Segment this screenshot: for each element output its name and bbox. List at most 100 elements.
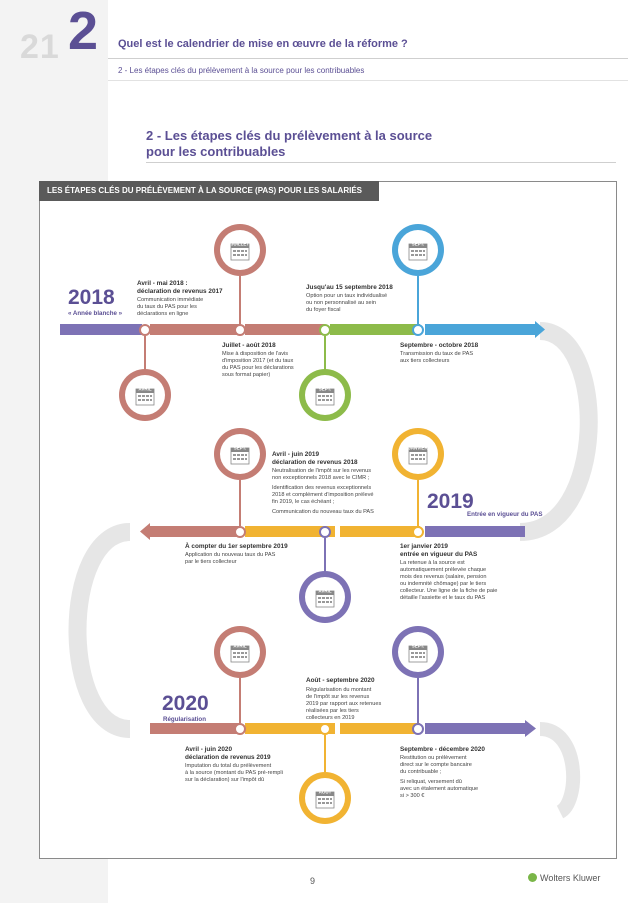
- grey-curve-right-2: [539, 722, 581, 819]
- event-line: ou indemnité chômage) par le tiers: [400, 581, 487, 587]
- bar-2019-purple: [425, 526, 525, 537]
- event-line: d'imposition 2017 (et du taux: [222, 358, 294, 364]
- row-2019: [140, 428, 525, 623]
- event-line: Communication du nouveau taux du PAS: [272, 509, 374, 515]
- event-line: Application du nouveau taux du PAS: [185, 552, 276, 558]
- bar-2020-purple: [425, 723, 525, 734]
- event-avril-mai-2018: Avril - mai 2018 : déclaration de revenu…: [137, 280, 247, 318]
- event-line: collecteur. Une ligne de la fiche de pai…: [400, 588, 498, 594]
- cal-label-avril-2020: AVRIL: [233, 644, 246, 649]
- year-2019-label: Entrée en vigueur du PAS: [467, 511, 543, 518]
- event-line: Imputation du total du prélèvement: [185, 763, 272, 769]
- event-line: collecteurs en 2019: [306, 715, 355, 721]
- event-title-2: entrée en vigueur du PAS: [400, 551, 478, 558]
- section-title-line-1: 2 - Les étapes clés du prélèvement à la …: [146, 128, 433, 143]
- event-line: du contribuable ;: [400, 769, 442, 775]
- pin-avril-2019: [299, 526, 351, 623]
- year-2020: 2020: [162, 692, 209, 715]
- event-line: 2019 par rapport aux retenues: [306, 701, 382, 707]
- event-1-janv-2019: 1er janvier 2019 entrée en vigueur du PA…: [400, 543, 520, 602]
- bar-2020-salmon: [150, 723, 240, 734]
- event-title: Avril - juin 2020: [185, 746, 232, 753]
- section-title: 2 - Les étapes clés du prélèvement à la …: [146, 128, 526, 160]
- section-divider: [146, 162, 616, 163]
- pin-aout-2020: [299, 723, 351, 824]
- bar-2020-orange2: [340, 723, 420, 734]
- bar-2019-orange2: [340, 526, 420, 537]
- bar-2018-purple: [60, 324, 142, 335]
- pin-juillet: [214, 224, 266, 336]
- year-2018: 2018: [68, 286, 115, 309]
- cal-label-sept-2018b: SEPT.: [412, 242, 425, 247]
- chapter-title: Quel est le calendrier de mise en œuvre …: [118, 38, 408, 50]
- brand-logo: Wolters Kluwer: [528, 873, 600, 883]
- year-2018-label: « Année blanche »: [68, 310, 123, 317]
- event-title: 1er janvier 2019: [400, 543, 448, 550]
- event-line: Régularisation du montant: [306, 687, 372, 693]
- infographic-frame: [39, 181, 617, 859]
- event-line: ou non personnalisé au sein: [306, 300, 376, 306]
- event-line: Communication immédiate: [137, 297, 204, 303]
- event-line: automatiquement prélevée chaque: [400, 567, 487, 573]
- event-line: aux tiers collecteurs: [400, 358, 450, 364]
- cal-label-sept-2018a: SEPT.: [319, 387, 332, 392]
- grey-curve-right-1: [519, 322, 598, 541]
- pin-avril-2020: [214, 626, 266, 735]
- event-juillet-aout-2018: Juillet - août 2018 Mise à disposition d…: [222, 342, 312, 379]
- event-title: Septembre - décembre 2020: [400, 746, 485, 753]
- event-line: non exceptionnels 2018 avec le CIMR ;: [272, 475, 370, 481]
- bar-2019-salmon: [150, 526, 240, 537]
- event-line: sur la déclaration) sur l'impôt dû: [185, 777, 265, 783]
- event-line: du foyer fiscal: [306, 307, 341, 313]
- event-line: déclarations en ligne: [137, 311, 189, 317]
- cal-label-aout-2020: AOÛT: [319, 789, 332, 795]
- pin-sept-blue: [392, 224, 444, 336]
- event-line: Mise à disposition de l'avis: [222, 351, 289, 357]
- bar-2018-blue: [425, 324, 535, 335]
- event-title: Juillet - août 2018: [222, 342, 276, 349]
- row-2020: [150, 626, 536, 824]
- section-title-line-2: pour les contribuables: [146, 144, 286, 159]
- event-line: à la source (montant du PAS pré-rempli: [185, 770, 283, 776]
- event-line: Transmission du taux de PAS: [400, 351, 474, 357]
- event-line: réalisées par les tiers: [306, 708, 359, 714]
- event-avril-juin-2019: Avril - juin 2019 déclaration de revenus…: [272, 451, 412, 516]
- bar-2019-orange1: [245, 526, 335, 537]
- pin-sept-green: [299, 324, 351, 421]
- event-line: mois des revenus (salaire, pension: [400, 574, 487, 580]
- event-line: Neutralisation de l'impôt sur les revenu…: [272, 468, 372, 474]
- brand-logo-icon: [528, 873, 537, 882]
- event-line: Si reliquat, versement dû: [400, 779, 462, 785]
- event-line: Restitution ou prélèvement: [400, 755, 467, 761]
- event-title: Septembre - octobre 2018: [400, 342, 479, 349]
- row-2018: [60, 224, 545, 421]
- event-line: si > 300 €: [400, 793, 425, 799]
- cal-label-sept-2019: SEPT.: [234, 446, 247, 451]
- event-sept-dec-2020: Septembre - décembre 2020 Restitution ou…: [400, 746, 510, 800]
- event-title: Avril - mai 2018 :: [137, 280, 188, 287]
- event-title: À compter du 1er septembre 2019: [185, 543, 288, 550]
- event-line: de l'impôt sur les revenus: [306, 694, 370, 700]
- pin-janvier: [392, 428, 444, 538]
- event-line: direct sur le compte bancaire: [400, 762, 472, 768]
- infographic-banner: LES ÉTAPES CLÉS DU PRÉLÈVEMENT À LA SOUR…: [39, 181, 379, 201]
- event-15-sept-2018: Jusqu'au 15 septembre 2018 Option pour u…: [306, 284, 416, 314]
- event-title: Août - septembre 2020: [306, 677, 375, 684]
- event-line: fin 2019, le cas échéant ;: [272, 499, 335, 505]
- timeline-graphic: JUILLET AVRIL SEPT. SEPT. SEPT. JANVIER …: [60, 224, 598, 824]
- event-1-sept-2019: À compter du 1er septembre 2019 Applicat…: [185, 543, 315, 566]
- event-line: Identification des revenus exceptionnels: [272, 485, 372, 491]
- bar-2020-orange1: [245, 723, 335, 734]
- event-line: détaille l'assiette et le taux du PAS: [400, 595, 486, 601]
- cal-label-sept-2020: SEPT.: [412, 644, 425, 649]
- event-line: du PAS pour les déclarations: [222, 365, 294, 371]
- pin-avril: [119, 324, 171, 421]
- event-title-2: déclaration de revenus 2018: [272, 459, 358, 466]
- cal-label-avril-2019: AVRIL: [318, 589, 331, 594]
- chapter-number: 2: [68, 1, 99, 61]
- event-line: par le tiers collecteur: [185, 559, 237, 565]
- event-line: 2018 et complément d'imposition prélevé: [272, 492, 374, 498]
- event-title-2: déclaration de revenus 2017: [137, 288, 223, 295]
- grey-curve-left-1: [68, 523, 132, 738]
- event-sept-oct-2018: Septembre - octobre 2018 Transmission du…: [400, 342, 510, 365]
